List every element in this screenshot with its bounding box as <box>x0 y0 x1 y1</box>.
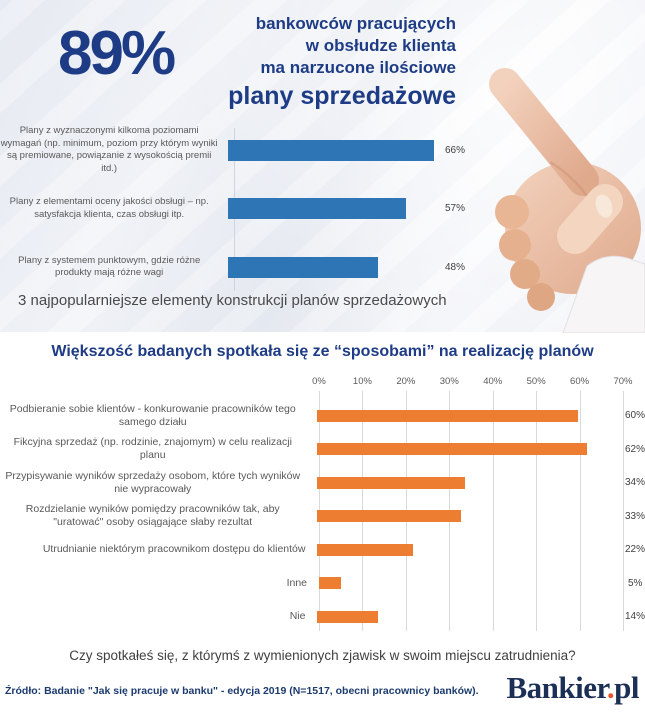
chart1-value-label: 66% <box>444 144 465 156</box>
chart2-x-axis-ticks: 0% 10% 20% 30% 40% 50% 60% 70% <box>312 376 632 388</box>
chart2-value-label: 34% <box>624 477 645 489</box>
chart2-bar <box>317 443 587 456</box>
chart1-bar-track <box>228 198 439 220</box>
chart1-category-label: Plany z elementami oceny jakości obsługi… <box>9 196 209 220</box>
chart2-row: Nie 14% <box>0 600 645 634</box>
chart2-category-label: Utrudnianie niektórym pracownikom dostęp… <box>42 543 306 556</box>
chart2-tick-label: 10% <box>352 376 372 387</box>
chart2-bar <box>317 476 466 489</box>
chart2-gridline <box>536 391 538 631</box>
chart2-bar <box>319 577 341 590</box>
hero-section: 89% bankowców pracujących w obsłudze kli… <box>0 0 645 334</box>
chart2-row: Rozdzielanie wyników pomiędzy pracownikó… <box>0 500 645 534</box>
chart2-value-label: 5% <box>628 577 643 589</box>
chart2-value-label: 33% <box>624 510 645 522</box>
chart2-bar-track <box>317 610 620 623</box>
chart2-row: Podbieranie sobie klientów - konkurowani… <box>0 399 645 433</box>
pointing-hand-photo <box>455 0 645 334</box>
chart1-bar <box>228 198 406 220</box>
chart2-bar <box>317 610 379 623</box>
chart1-bar-track <box>228 256 439 278</box>
headline-line-2: w obsłudze klienta <box>305 36 456 55</box>
chart2-value-label: 62% <box>624 443 645 455</box>
chart2-tick-label: 70% <box>613 376 633 387</box>
chart2-title: Większość badanych spotkała się ze “spos… <box>51 343 594 360</box>
chart1-row: Plany z elementami oceny jakości obsługi… <box>0 180 465 239</box>
chart1-bar-track <box>228 139 439 161</box>
logo-suffix: pl <box>614 670 639 705</box>
chart2-category-label: Fikcyjna sprzedaż (np. rodzinie, znajomy… <box>13 436 292 462</box>
chart1-value-label: 48% <box>444 261 465 273</box>
headline-emphasis: plany sprzedażowe <box>228 82 456 110</box>
chart2-tick-label: 0% <box>312 376 326 387</box>
chart2-bar-track <box>317 409 620 422</box>
chart2-category-label: Rozdzielanie wyników pomiędzy pracownikó… <box>25 503 280 529</box>
headline-stat: 89% <box>58 19 176 88</box>
chart1-category-label: Plany z wyznaczonymi kilkoma poziomami w… <box>0 125 218 174</box>
chart2-value-label: 22% <box>624 544 645 556</box>
chart2-tick-label: 40% <box>483 376 503 387</box>
chart2-bar-track <box>317 543 620 556</box>
chart1-bar <box>228 139 434 161</box>
chart2-tick-label: 60% <box>570 376 590 387</box>
chart2-row: Fikcyjna sprzedaż (np. rodzinie, znajomy… <box>0 433 645 467</box>
chart1-bar <box>228 256 378 278</box>
source-note: Źródło: Badanie "Jak się pracuje w banku… <box>5 685 479 697</box>
chart1-caption: 3 najpopularniejsze elementy konstrukcji… <box>18 292 447 309</box>
chart2-bar-track <box>317 510 620 523</box>
chart2-tick-label: 30% <box>439 376 459 387</box>
chart2-gridline <box>492 391 494 631</box>
chart2-gridline <box>623 391 624 631</box>
pointing-hand-illustration <box>489 68 645 334</box>
chart2-tick-label: 50% <box>526 376 546 387</box>
chart2-value-label: 60% <box>624 410 645 422</box>
headline-line-3: ma narzucone ilościowe <box>260 58 456 77</box>
chart2-row: Utrudnianie niektórym pracownikom dostęp… <box>0 533 645 567</box>
headline-text: bankowców pracujących w obsłudze klienta… <box>186 13 456 111</box>
chart2-gridline <box>579 391 581 631</box>
chart2-bar <box>317 409 579 422</box>
chart2-bar <box>317 510 461 523</box>
chart1-value-label: 57% <box>444 203 465 215</box>
chart2-value-label: 14% <box>624 611 645 623</box>
chart2-row: Inne 5% <box>0 567 645 601</box>
chart2-row: Przypisywanie wyników sprzedaży osobom, … <box>0 466 645 500</box>
chart2-bar-track <box>317 476 620 489</box>
chart2-category-label: Inne <box>286 576 307 589</box>
chart1-category-label: Plany z systemem punktowym, gdzie różne … <box>18 254 201 279</box>
chart2-tick-label: 20% <box>396 376 416 387</box>
logo-text: Bankier <box>506 670 607 705</box>
logo-dot: . <box>606 670 615 705</box>
sales-plan-elements-chart: Plany z wyznaczonymi kilkoma poziomami w… <box>0 121 465 297</box>
chart2-caption: Czy spotkałeś się, z którymś z wymienion… <box>69 648 576 663</box>
bankier-logo: Bankier.pl <box>506 672 639 703</box>
chart2-bar-track <box>317 443 620 456</box>
plan-realization-methods-chart: Podbieranie sobie klientów - konkurowani… <box>0 399 645 634</box>
chart2-bar-track <box>319 577 623 590</box>
chart1-row: Plany z systemem punktowym, gdzie różne … <box>0 238 465 297</box>
chart2-category-label: Nie <box>289 610 306 623</box>
chart2-category-label: Przypisywanie wyników sprzedaży osobom, … <box>5 469 301 495</box>
chart2-category-label: Podbieranie sobie klientów - konkurowani… <box>9 402 296 428</box>
headline-line-1: bankowców pracujących <box>255 14 456 33</box>
chart2-bar <box>317 543 414 556</box>
chart1-row: Plany z wyznaczonymi kilkoma poziomami w… <box>0 121 465 180</box>
